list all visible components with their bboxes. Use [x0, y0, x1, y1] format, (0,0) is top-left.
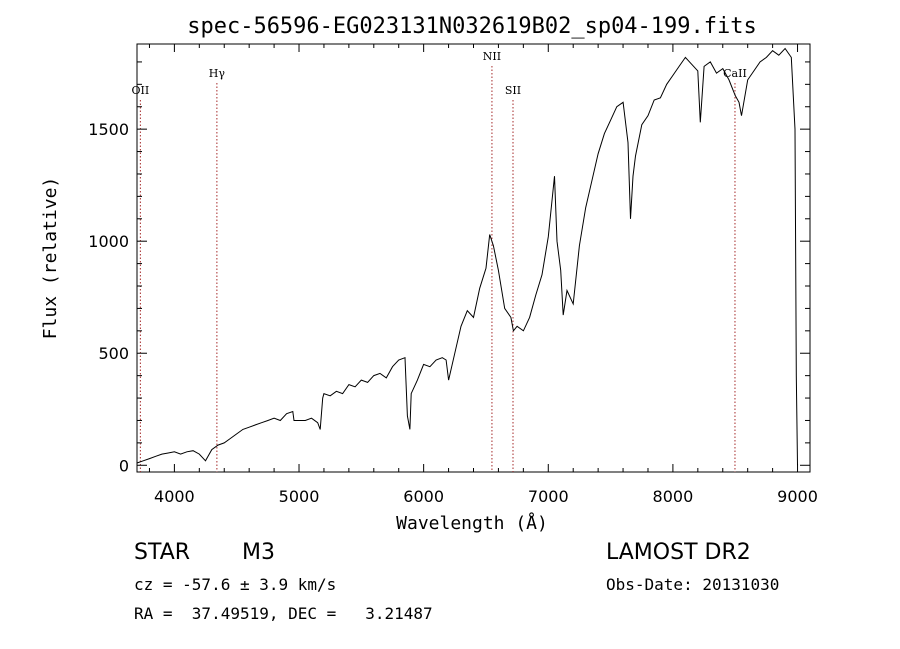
x-tick-label: 4000: [154, 487, 195, 506]
chart-title: spec-56596-EG023131N032619B02_sp04-199.f…: [187, 14, 757, 39]
survey-name: LAMOST DR2: [606, 540, 751, 565]
x-axis-label: Wavelength (Å): [396, 512, 548, 534]
y-tick-label: 1000: [88, 232, 129, 251]
y-axis-label: Flux (relative): [40, 177, 61, 340]
plot-frame: [136, 43, 811, 473]
x-tick-label: 5000: [279, 487, 320, 506]
object-class: STAR: [134, 540, 191, 565]
reference-lines: OII Hγ NII SII CaII: [132, 50, 747, 472]
x-tick-label: 6000: [403, 487, 444, 506]
spectrum-line: [136, 47, 798, 466]
reference-line-label: NII: [483, 50, 501, 63]
x-tick-label: 8000: [653, 487, 694, 506]
axis-ticks: 4000 5000 6000 7000 8000 9000 0 500 1000 1500: [88, 44, 818, 506]
reference-line-label: Hγ: [209, 67, 226, 80]
spectrum-chart: spec-56596-EG023131N032619B02_sp04-199.f…: [40, 14, 818, 534]
y-tick-label: 0: [119, 456, 129, 475]
y-tick-label: 1500: [88, 120, 129, 139]
obs-date-text: Obs-Date: 20131030: [606, 575, 780, 594]
object-subclass: M3: [242, 540, 275, 565]
coordinates-text: RA = 37.49519, DEC = 3.21487: [134, 604, 433, 623]
x-tick-label: 9000: [777, 487, 818, 506]
x-tick-label: 7000: [528, 487, 569, 506]
redshift-text: cz = -57.6 ± 3.9 km/s: [134, 575, 337, 594]
reference-line-label: CaII: [723, 67, 747, 80]
reference-line-label: SII: [505, 84, 521, 97]
y-tick-label: 500: [98, 344, 129, 363]
reference-line-label: OII: [132, 84, 150, 97]
